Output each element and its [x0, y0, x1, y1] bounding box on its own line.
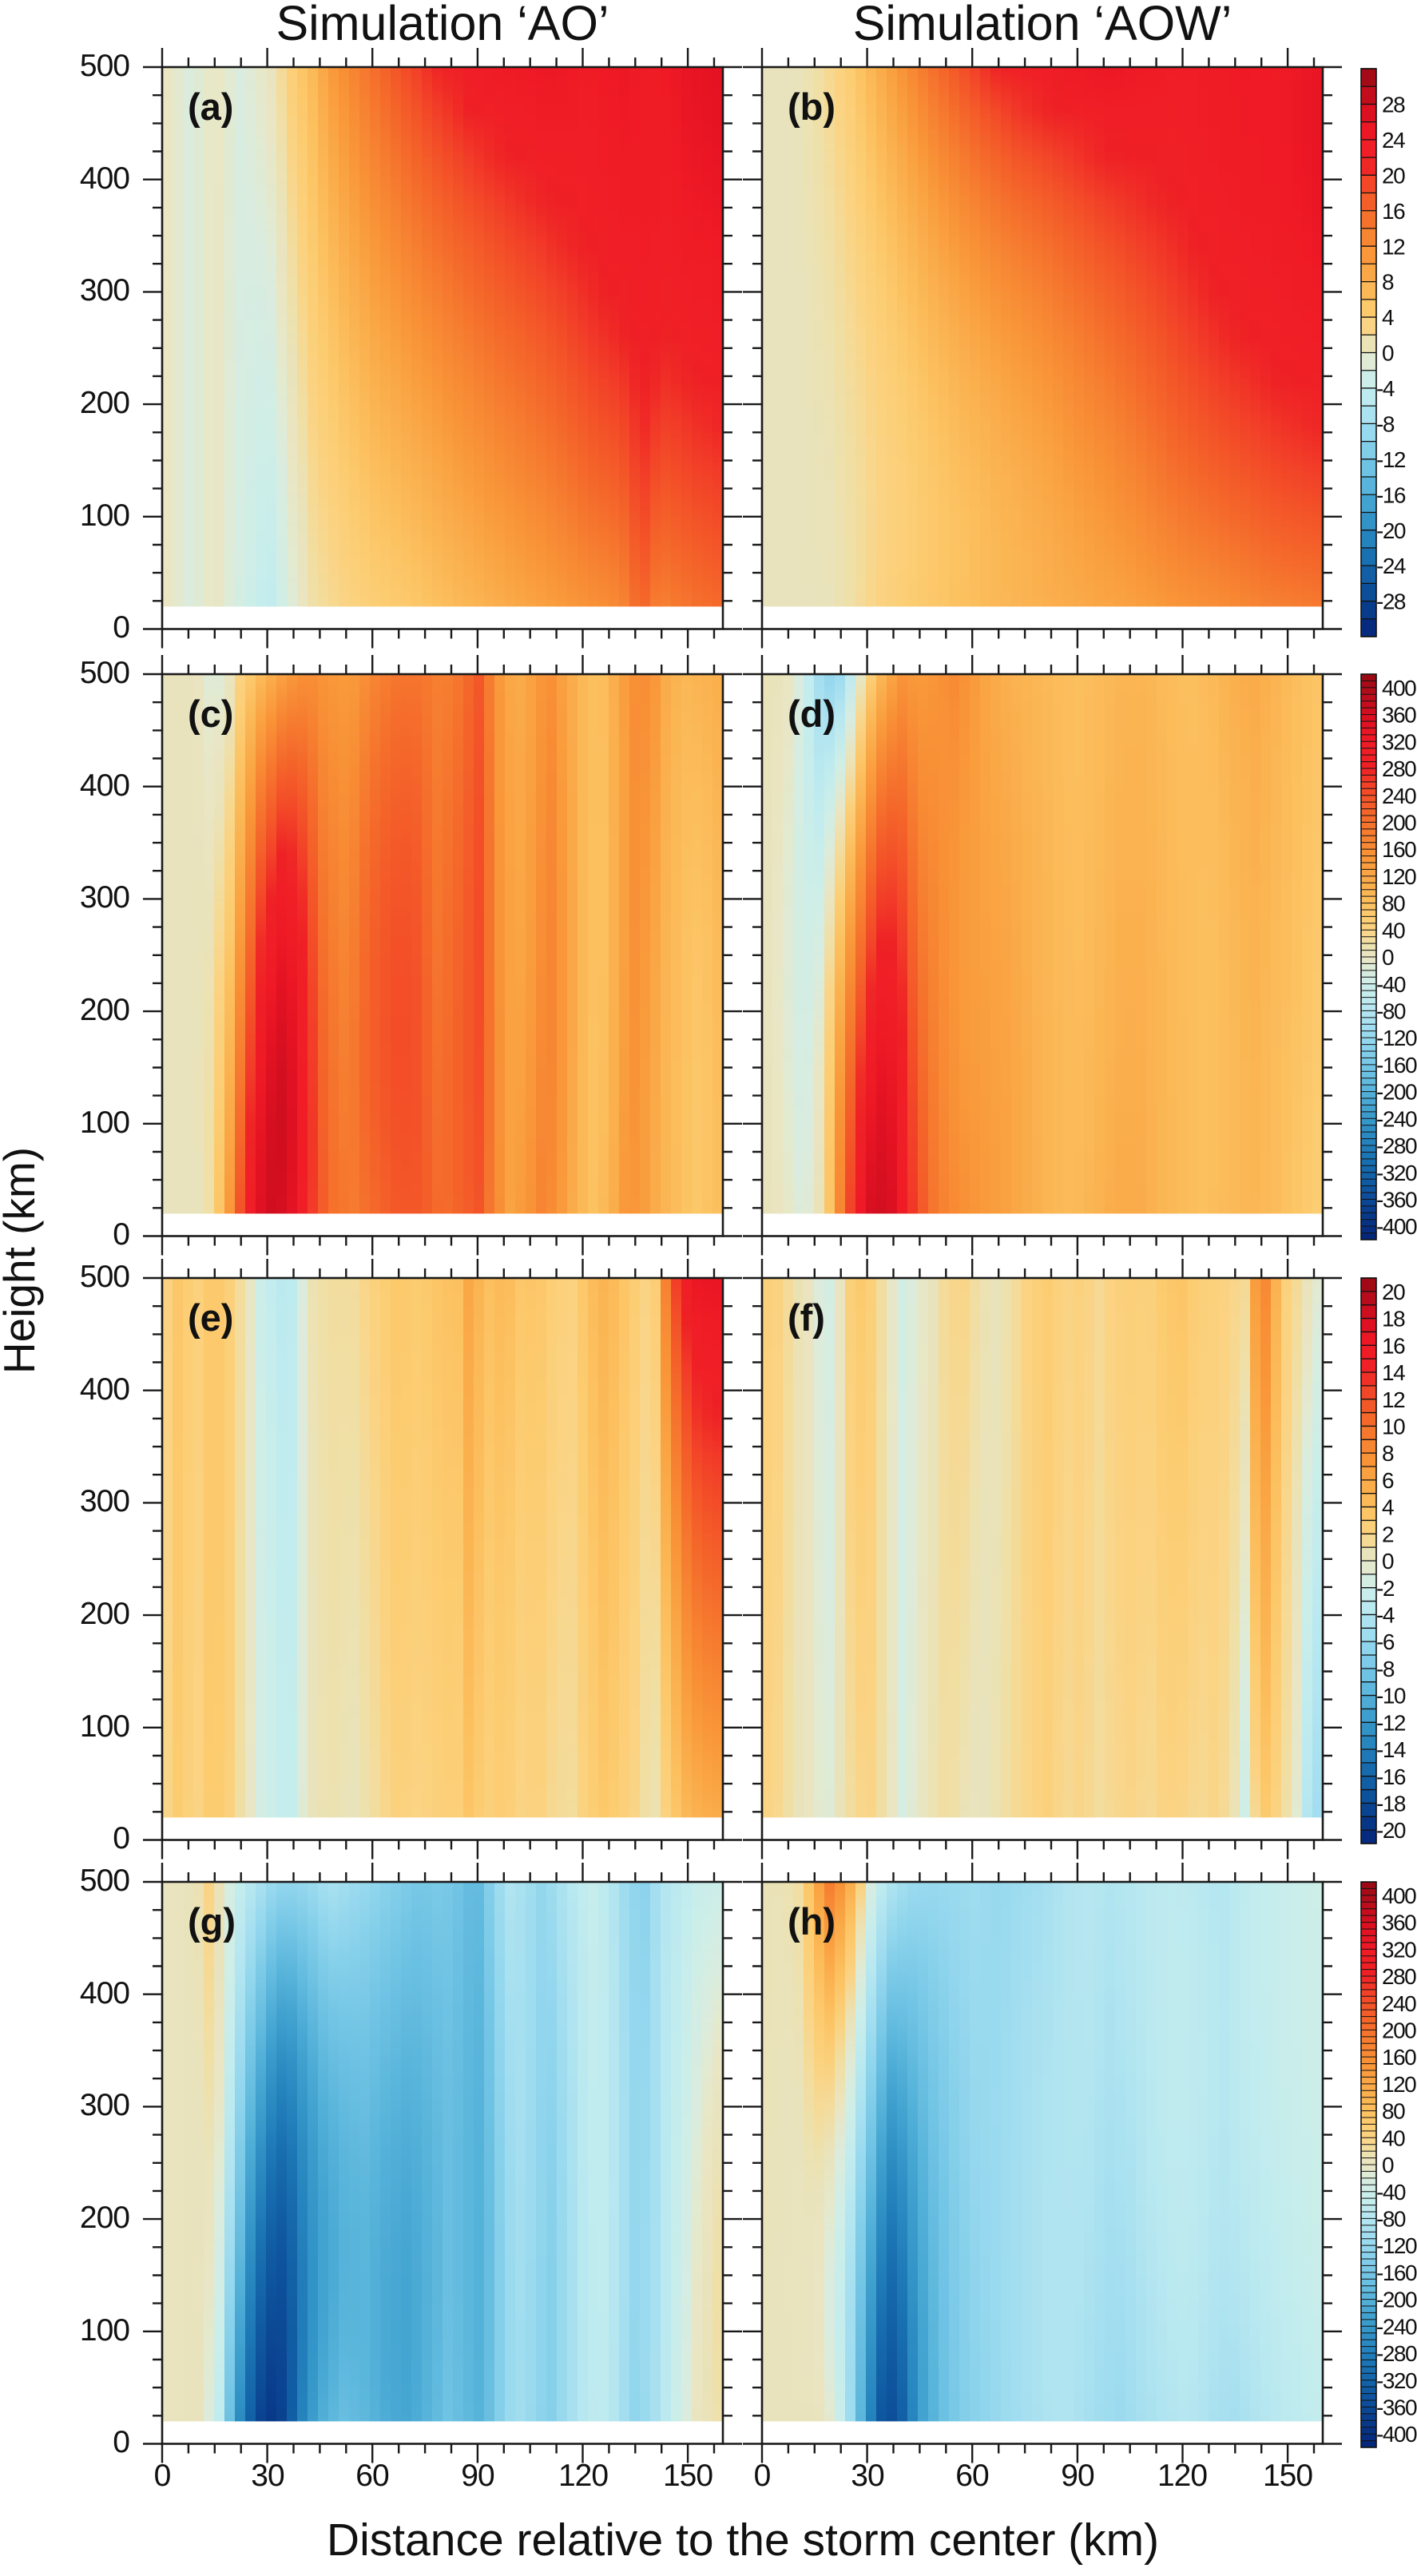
svg-text:360: 360 — [1382, 1911, 1416, 1935]
svg-text:2: 2 — [1382, 1522, 1394, 1546]
svg-text:-200: -200 — [1376, 1080, 1417, 1105]
svg-text:-400: -400 — [1376, 2422, 1417, 2447]
svg-text:4: 4 — [1382, 305, 1394, 330]
svg-text:12: 12 — [1382, 1387, 1405, 1412]
svg-text:-80: -80 — [1376, 2207, 1406, 2232]
svg-text:-240: -240 — [1376, 1106, 1417, 1131]
svg-text:20: 20 — [1382, 163, 1405, 188]
svg-text:-160: -160 — [1376, 1053, 1417, 1078]
svg-text:-280: -280 — [1376, 2341, 1417, 2366]
svg-text:-6: -6 — [1376, 1629, 1395, 1654]
svg-text:40: 40 — [1382, 918, 1405, 943]
svg-text:-12: -12 — [1376, 447, 1406, 472]
svg-text:200: 200 — [1382, 811, 1416, 836]
svg-text:16: 16 — [1382, 199, 1405, 224]
svg-text:12: 12 — [1382, 234, 1405, 259]
svg-text:6: 6 — [1382, 1468, 1394, 1493]
svg-text:-4: -4 — [1376, 1603, 1395, 1628]
svg-text:40: 40 — [1382, 2125, 1405, 2150]
svg-text:-320: -320 — [1376, 1161, 1417, 1185]
svg-text:-8: -8 — [1376, 412, 1395, 437]
svg-text:-28: -28 — [1376, 589, 1406, 614]
svg-text:-8: -8 — [1376, 1657, 1395, 1681]
svg-text:80: 80 — [1382, 891, 1405, 916]
svg-text:-280: -280 — [1376, 1133, 1417, 1158]
svg-text:-400: -400 — [1376, 1214, 1417, 1239]
svg-text:-12: -12 — [1376, 1710, 1406, 1735]
svg-text:-360: -360 — [1376, 2395, 1417, 2420]
svg-text:160: 160 — [1382, 837, 1416, 862]
svg-text:0: 0 — [1382, 1549, 1394, 1574]
svg-text:120: 120 — [1382, 864, 1416, 889]
svg-text:360: 360 — [1382, 703, 1416, 728]
svg-text:120: 120 — [1382, 2072, 1416, 2097]
svg-text:160: 160 — [1382, 2045, 1416, 2070]
svg-text:320: 320 — [1382, 729, 1416, 754]
svg-text:280: 280 — [1382, 1964, 1416, 1989]
svg-text:-16: -16 — [1376, 482, 1406, 507]
svg-text:14: 14 — [1382, 1360, 1405, 1385]
svg-text:-40: -40 — [1376, 972, 1406, 997]
svg-text:-20: -20 — [1376, 1818, 1406, 1843]
svg-text:0: 0 — [1382, 341, 1394, 366]
svg-text:-24: -24 — [1376, 554, 1406, 578]
svg-text:80: 80 — [1382, 2099, 1405, 2124]
svg-text:16: 16 — [1382, 1333, 1405, 1358]
svg-text:280: 280 — [1382, 756, 1416, 781]
svg-text:20: 20 — [1382, 1280, 1405, 1304]
svg-text:-4: -4 — [1376, 376, 1395, 401]
svg-text:-240: -240 — [1376, 2314, 1417, 2339]
svg-text:28: 28 — [1382, 93, 1405, 117]
svg-text:240: 240 — [1382, 784, 1416, 808]
svg-text:-120: -120 — [1376, 2233, 1417, 2258]
svg-text:-14: -14 — [1376, 1737, 1406, 1762]
svg-text:10: 10 — [1382, 1415, 1405, 1439]
svg-text:400: 400 — [1382, 676, 1416, 701]
svg-text:-18: -18 — [1376, 1792, 1406, 1816]
svg-text:8: 8 — [1382, 1441, 1394, 1466]
svg-text:-10: -10 — [1376, 1684, 1406, 1709]
svg-text:0: 0 — [1382, 2153, 1394, 2177]
svg-text:18: 18 — [1382, 1307, 1405, 1332]
svg-text:-360: -360 — [1376, 1188, 1417, 1213]
svg-text:-20: -20 — [1376, 518, 1406, 543]
svg-text:200: 200 — [1382, 2018, 1416, 2043]
svg-text:400: 400 — [1382, 1883, 1416, 1908]
svg-text:0: 0 — [1382, 945, 1394, 970]
svg-text:-200: -200 — [1376, 2288, 1417, 2312]
svg-text:-16: -16 — [1376, 1764, 1406, 1789]
svg-text:4: 4 — [1382, 1495, 1394, 1520]
svg-text:320: 320 — [1382, 1937, 1416, 1962]
svg-text:-320: -320 — [1376, 2368, 1417, 2393]
svg-text:-120: -120 — [1376, 1026, 1417, 1050]
svg-text:24: 24 — [1382, 128, 1405, 153]
svg-text:-80: -80 — [1376, 999, 1406, 1024]
svg-text:240: 240 — [1382, 1991, 1416, 2016]
svg-text:-2: -2 — [1376, 1576, 1395, 1601]
svg-text:-160: -160 — [1376, 2260, 1417, 2285]
svg-text:-40: -40 — [1376, 2180, 1406, 2205]
svg-text:8: 8 — [1382, 270, 1394, 295]
